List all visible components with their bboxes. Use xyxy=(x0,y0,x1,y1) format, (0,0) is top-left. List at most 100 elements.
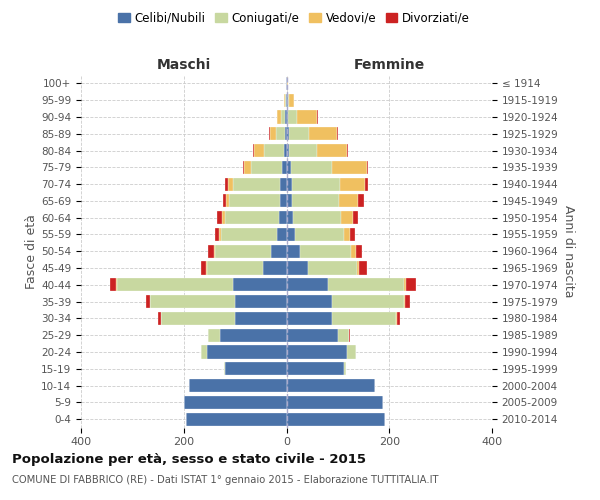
Bar xyxy=(206,262,207,274)
Bar xyxy=(286,110,287,124)
Bar xyxy=(184,396,287,409)
Text: Femmine: Femmine xyxy=(353,58,425,72)
Text: COMUNE DI FABBRICO (RE) - Dati ISTAT 1° gennaio 2015 - Elaborazione TUTTITALIA.I: COMUNE DI FABBRICO (RE) - Dati ISTAT 1° … xyxy=(12,475,439,485)
Bar xyxy=(223,194,226,207)
Bar xyxy=(287,127,289,140)
Bar xyxy=(226,194,229,207)
Bar xyxy=(276,127,285,140)
Bar xyxy=(251,161,283,174)
Bar xyxy=(287,346,347,358)
Text: Maschi: Maschi xyxy=(157,58,211,72)
Bar xyxy=(222,211,225,224)
Bar xyxy=(287,94,289,106)
Bar xyxy=(288,110,297,124)
Bar xyxy=(365,178,368,190)
Bar xyxy=(217,211,222,224)
Bar xyxy=(287,110,288,124)
Bar xyxy=(269,127,276,140)
Bar xyxy=(289,94,294,106)
Bar xyxy=(235,312,287,325)
Bar xyxy=(243,161,244,174)
Bar xyxy=(187,412,287,426)
Bar xyxy=(406,278,416,291)
Bar xyxy=(254,144,265,157)
Bar xyxy=(351,244,356,258)
Bar xyxy=(116,278,117,291)
Bar xyxy=(281,110,286,124)
Bar xyxy=(225,211,279,224)
Bar xyxy=(208,244,214,258)
Bar xyxy=(287,178,292,190)
Bar xyxy=(215,228,219,241)
Bar xyxy=(201,346,207,358)
Bar xyxy=(396,312,397,325)
Bar xyxy=(287,328,338,342)
Bar xyxy=(344,362,346,376)
Bar xyxy=(287,295,332,308)
Bar xyxy=(287,278,328,291)
Bar xyxy=(287,362,344,376)
Bar xyxy=(367,161,368,174)
Bar xyxy=(284,144,287,157)
Bar xyxy=(110,278,116,291)
Bar xyxy=(244,161,251,174)
Bar xyxy=(350,228,355,241)
Bar xyxy=(289,144,317,157)
Bar xyxy=(280,178,287,190)
Bar xyxy=(356,244,362,258)
Bar xyxy=(289,127,308,140)
Bar xyxy=(295,228,344,241)
Bar xyxy=(158,312,161,325)
Bar xyxy=(287,262,308,274)
Bar xyxy=(293,211,341,224)
Y-axis label: Anni di nascita: Anni di nascita xyxy=(562,205,575,298)
Bar xyxy=(207,346,287,358)
Bar xyxy=(279,211,287,224)
Bar xyxy=(287,412,385,426)
Bar xyxy=(228,178,233,190)
Bar xyxy=(287,211,293,224)
Bar xyxy=(284,94,286,106)
Bar xyxy=(287,244,300,258)
Bar xyxy=(353,211,358,224)
Bar xyxy=(229,194,280,207)
Bar xyxy=(347,346,356,358)
Bar xyxy=(340,178,365,190)
Bar xyxy=(287,77,288,90)
Bar xyxy=(287,144,289,157)
Bar xyxy=(317,144,347,157)
Bar xyxy=(287,312,332,325)
Bar xyxy=(253,144,254,157)
Bar xyxy=(341,211,353,224)
Bar xyxy=(404,295,410,308)
Bar xyxy=(263,262,287,274)
Bar xyxy=(265,144,284,157)
Bar xyxy=(219,228,221,241)
Bar xyxy=(338,328,349,342)
Bar xyxy=(233,278,287,291)
Y-axis label: Fasce di età: Fasce di età xyxy=(25,214,38,288)
Bar xyxy=(117,278,233,291)
Bar xyxy=(287,228,295,241)
Bar xyxy=(292,178,340,190)
Bar xyxy=(271,244,287,258)
Bar xyxy=(225,178,228,190)
Bar xyxy=(358,194,364,207)
Bar xyxy=(290,161,332,174)
Bar xyxy=(308,262,357,274)
Bar xyxy=(221,228,277,241)
Bar xyxy=(297,110,317,124)
Bar xyxy=(283,161,287,174)
Bar xyxy=(277,228,287,241)
Bar xyxy=(359,262,367,274)
Legend: Celibi/Nubili, Coniugati/e, Vedovi/e, Divorziati/e: Celibi/Nubili, Coniugati/e, Vedovi/e, Di… xyxy=(113,7,475,30)
Bar xyxy=(308,127,337,140)
Bar xyxy=(220,328,287,342)
Bar xyxy=(287,396,383,409)
Bar xyxy=(344,228,350,241)
Bar xyxy=(287,161,290,174)
Bar xyxy=(235,295,287,308)
Bar xyxy=(300,244,351,258)
Bar xyxy=(208,328,220,342)
Bar xyxy=(332,312,396,325)
